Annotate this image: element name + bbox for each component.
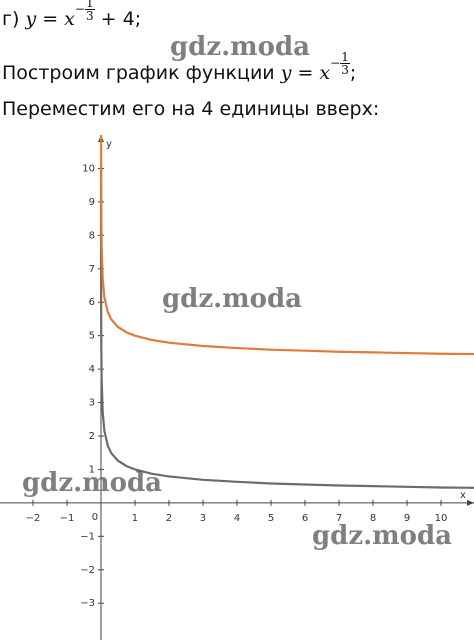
x-tick-label: 3 [200,513,206,524]
watermark: gdz.moda [312,521,452,551]
exponent: −1 3 [330,51,350,76]
numerator: 1 [84,0,95,10]
watermark: gdz.moda [22,468,162,498]
minus: − [74,2,85,16]
math: y = x [280,62,331,84]
text-line: Построим график функции y = x− 1 3; [2,51,357,88]
y-tick-label: −2 [80,565,95,576]
y-tick-label: −3 [80,598,95,609]
math: y = x [25,8,75,30]
minus: − [330,56,341,70]
y-axis-label: y [106,139,112,150]
y-tick-label: 4 [89,364,95,375]
numerator: 1 [340,50,350,64]
curve [99,168,474,489]
x-tick-label: 4 [234,513,240,524]
plot-area [99,135,474,489]
y-tick-label: 10 [82,163,95,174]
y-tick-label: 2 [89,431,95,442]
y-tick-label: 5 [89,331,95,342]
denominator: 3 [341,63,349,77]
text: ; [349,62,357,84]
y-tick-label: 9 [89,197,95,208]
text: г) [2,8,20,30]
x-tick-label: 2 [166,513,172,524]
denominator: 3 [85,9,94,23]
text-line: Переместим его на 4 единицы вверх: [2,98,380,120]
x-tick-label: −2 [26,513,41,524]
y-tick-label: 1 [89,464,95,475]
x-tick-label: 7 [336,513,342,524]
text: + 4; [100,8,142,30]
x-tick-label: 8 [370,513,376,524]
watermark: gdz.moda [162,284,302,314]
x-axis-label: x [460,490,466,501]
y-tick-label: 6 [89,297,95,308]
x-tick-label: 10 [435,513,448,524]
y-tick-label: 3 [89,398,95,409]
text: Построим график функции [2,62,275,84]
x-tick-label: 9 [404,513,410,524]
y-tick-label: 8 [89,230,95,241]
x-tick-label: 1 [132,513,138,524]
curve [100,135,474,356]
x-tick-label: 5 [268,513,274,524]
x-arrow [467,499,474,506]
exponent: −1 3 [75,0,95,22]
x-tick-label: −1 [60,513,75,524]
watermark: gdz.moda [170,32,310,62]
task-line: г) y = x− 1 3 + 4; [2,0,142,34]
y-tick-label: −1 [80,531,95,542]
x-tick-label: 6 [302,513,308,524]
y-tick-label: 7 [89,264,95,275]
origin-label: 0 [92,512,98,523]
